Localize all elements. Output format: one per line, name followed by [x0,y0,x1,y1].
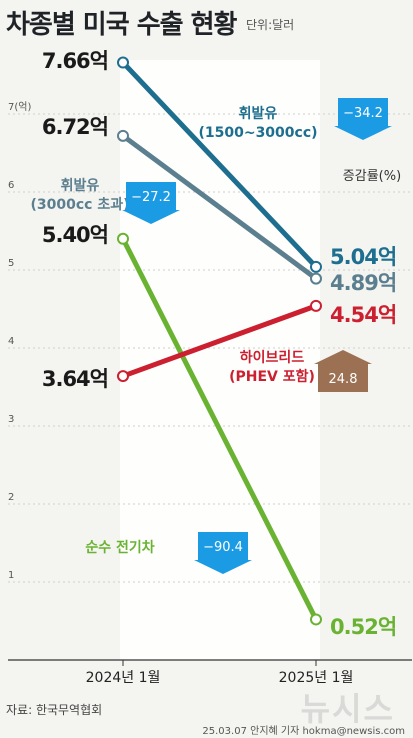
y-tick-label: 4 [8,336,14,347]
unit-label: 단위:달러 [246,18,295,32]
data-point [117,129,129,142]
data-point [310,272,322,285]
y-tick-label: 6 [8,180,14,191]
series-name-label: (PHEV 포함) [229,368,315,385]
series-name-label: (3000cc 초과) [31,197,130,213]
y-tick-labels: 1 2 3 4 5 6 7(억) [8,101,31,581]
y-tick-label: 7(억) [8,101,31,113]
change-value: 24.8 [329,372,358,387]
x-tick-label: 2025년 1월 [279,670,354,686]
data-label: 3.64억 [42,367,108,391]
data-point [117,232,129,245]
byline: 25.03.07 안지혜 기자 hokma@newsis.com [202,726,405,737]
data-label: 6.72억 [42,115,108,139]
series-annotations: 7.66억 5.04억 휘발유 (1500~3000cc) −34.2 증감률(%) 6.7… [31,49,402,639]
y-tick-label: 1 [8,570,14,581]
change-rate-label: 증감률(%) [343,169,401,184]
data-label: 5.40억 [42,223,108,247]
data-label: 7.66억 [42,49,108,73]
change-arrow [334,98,392,140]
series-line [120,303,319,379]
series-line [120,133,319,282]
change-value: −27.2 [131,190,171,205]
data-point [310,299,322,312]
y-tick-label: 2 [8,492,14,503]
data-label: 4.89억 [330,271,396,295]
change-arrow [314,350,372,392]
change-arrow [122,182,180,224]
data-label: 0.52억 [330,615,396,639]
series-name-label: (1500~3000cc) [198,125,317,141]
data-label: 5.04억 [330,245,396,269]
data-point [117,370,129,383]
y-tick-label: 5 [8,258,14,269]
x-tick-labels: 2024년 1월 2025년 1월 [86,660,354,686]
source-note: 자료: 한국무역협회 [6,703,103,717]
change-value: −34.2 [343,106,383,121]
series-name-label: 하이브리드 [240,349,305,366]
series-name-label: 순수 전기차 [85,539,154,556]
x-tick-label: 2024년 1월 [86,670,161,686]
series-lines [117,56,322,626]
data-label: 4.54억 [330,303,396,327]
page-title: 차종별 미국 수출 현황 [6,10,237,40]
series-name-label: 휘발유 [239,105,278,122]
change-value: −90.4 [203,540,243,555]
data-point [310,260,322,273]
data-point [310,613,322,626]
series-line [120,236,319,622]
watermark-logo: 뉴시스 [300,690,395,728]
y-tick-label: 3 [8,414,14,425]
change-arrow [194,532,252,574]
series-line [120,60,319,270]
series-name-label: 휘발유 [61,177,100,194]
data-point [117,56,129,69]
